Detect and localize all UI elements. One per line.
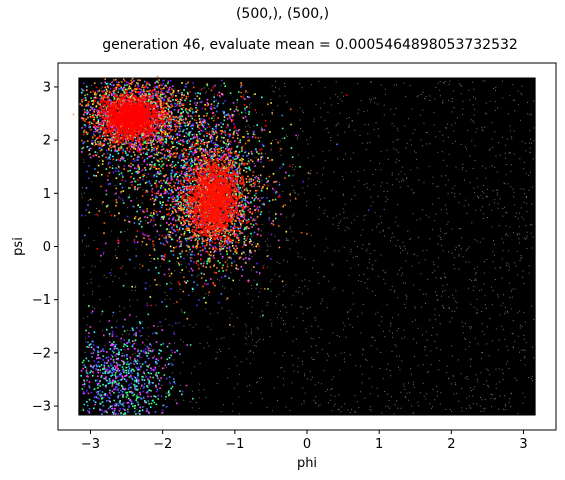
y-tick-label: −1 bbox=[32, 293, 51, 308]
cluster-core-alpha_r bbox=[156, 131, 251, 261]
y-tick-label: 3 bbox=[43, 80, 51, 95]
y-tick-label: 2 bbox=[43, 134, 51, 149]
y-tick-label: −3 bbox=[32, 400, 51, 415]
x-tick-label: −1 bbox=[225, 437, 244, 452]
y-tick-label: 0 bbox=[43, 240, 51, 255]
background-point-field bbox=[78, 77, 536, 416]
axes-frame bbox=[57, 62, 557, 431]
x-tick-label: 1 bbox=[375, 437, 383, 452]
cluster-points bbox=[80, 79, 370, 415]
x-axis-label: phi bbox=[297, 456, 317, 471]
x-tick-label: 2 bbox=[447, 437, 455, 452]
cluster-core-beta bbox=[83, 85, 185, 150]
cluster-points-beta bbox=[72, 75, 210, 160]
x-tick-label: 3 bbox=[519, 437, 527, 452]
x-tick-label: −2 bbox=[153, 437, 172, 452]
x-tick-label: 0 bbox=[303, 437, 311, 452]
axis-ticks: −3 −2 −1 0 1 2 3 −3 −2 −1 0 1 2 3 bbox=[32, 80, 528, 452]
y-axis-label: psi bbox=[11, 237, 26, 256]
y-tick-label: 1 bbox=[43, 187, 51, 202]
x-tick-label: −3 bbox=[81, 437, 100, 452]
chart-title: generation 46, evaluate mean = 0.0005464… bbox=[102, 37, 518, 53]
y-tick-label: −2 bbox=[32, 346, 51, 361]
data-points bbox=[72, 75, 536, 416]
figure-suptitle: (500,), (500,) bbox=[235, 6, 330, 22]
